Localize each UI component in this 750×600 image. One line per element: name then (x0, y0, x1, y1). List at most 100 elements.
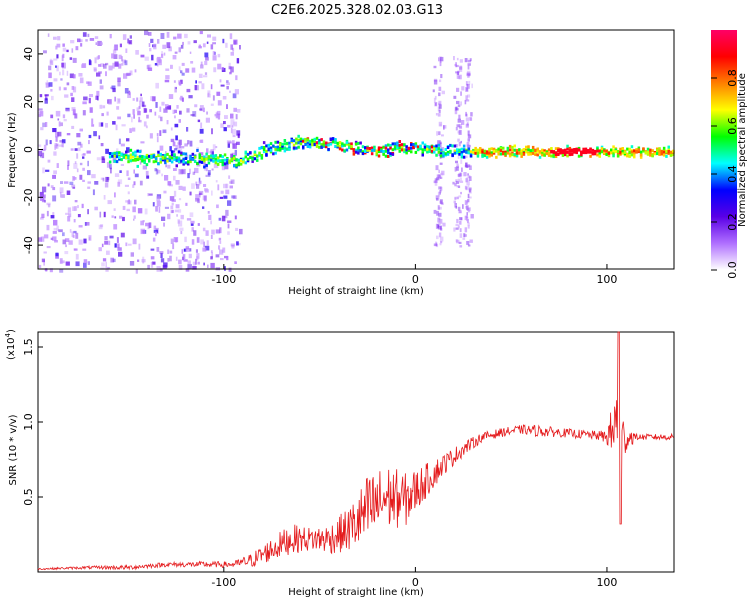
spectrogram-cell (318, 138, 321, 142)
spectrogram-cell (462, 204, 464, 209)
spectrogram-cell (122, 216, 125, 222)
spectrogram-cell (198, 181, 201, 186)
spectrogram-cell (336, 143, 339, 147)
spectrogram-cell (662, 150, 666, 154)
spectrogram-cell (200, 158, 204, 162)
spectrogram-cell (75, 253, 79, 260)
spectrogram-cell (458, 142, 461, 147)
spectrogram-cell (70, 92, 73, 97)
spectrogram-cell (45, 82, 49, 85)
spectrogram-cell (87, 209, 89, 215)
spectrogram-cell (221, 67, 224, 71)
spectrogram-cell (102, 105, 106, 109)
spectrogram-cell (63, 181, 69, 184)
spectrogram-cell (115, 151, 119, 155)
spectrogram-cell (65, 108, 70, 113)
spectrogram-cell (189, 191, 192, 196)
spectrogram-cell (73, 248, 77, 251)
spectrogram-cell (194, 167, 199, 174)
spectrogram-cell (364, 150, 367, 153)
spectrogram-cell (109, 164, 112, 170)
spectrogram-cell (341, 142, 344, 146)
spectrogram-cell (465, 87, 469, 92)
spectrogram-cell (455, 227, 459, 230)
spectrogram-cell (141, 155, 144, 159)
spectrogram-cell (52, 174, 56, 179)
spectrogram-cell (72, 206, 76, 211)
spectrogram-cell (543, 153, 546, 157)
spectrogram-cell (227, 231, 230, 235)
spectrogram-cell (656, 152, 659, 156)
spectrogram-cell (449, 149, 452, 153)
spectrogram-cell (111, 152, 114, 156)
spectrogram-cell (170, 210, 174, 214)
spectrogram-cell (389, 152, 392, 156)
spectrogram-cell (534, 149, 537, 153)
spectrogram-cell (464, 99, 467, 105)
spectrogram-cell (352, 152, 356, 156)
spectrogram-cell (69, 229, 72, 233)
spectrogram-cell (230, 44, 233, 50)
spectrogram-cell (564, 153, 567, 157)
spectrogram-cell (163, 130, 166, 133)
spectrogram-cell (437, 217, 441, 223)
spectrogram-cell (113, 159, 116, 163)
spectrogram-cell (458, 124, 462, 129)
spectrogram-cell (235, 141, 240, 145)
spectrogram-cell (109, 34, 112, 39)
spectrogram-xtick-label: 100 (596, 273, 617, 286)
spectrogram-cell (393, 142, 397, 146)
spectrogram-cell (479, 150, 482, 154)
spectrogram-cell (433, 145, 436, 149)
spectrogram-cell (41, 213, 45, 218)
spectrogram-cell (69, 57, 73, 60)
spectrogram-cell (178, 119, 181, 123)
spectrogram-cell (436, 210, 439, 216)
spectrogram-cell (511, 145, 514, 149)
spectrogram-cell (207, 90, 211, 95)
spectrogram-cell (467, 59, 472, 63)
spectrogram-cell (292, 139, 296, 143)
spectrogram-cell (47, 204, 51, 208)
spectrogram-cell (226, 86, 229, 90)
spectrogram-cell (231, 140, 235, 145)
spectrogram-cell (196, 162, 199, 166)
spectrogram-cell (366, 148, 369, 152)
spectrogram-cell (125, 242, 128, 247)
spectrogram-cell (235, 158, 238, 162)
spectrogram-cell (82, 179, 85, 182)
spectrogram-cell (145, 125, 148, 129)
spectrogram-cell (64, 238, 70, 242)
snr-line (37, 331, 674, 571)
spectrogram-cell (233, 163, 236, 167)
spectrogram-cell (436, 235, 439, 240)
spectrogram-cell (229, 71, 232, 75)
spectrogram-cell (66, 49, 69, 53)
spectrogram-cell (265, 153, 268, 157)
spectrogram-cell (458, 114, 461, 120)
spectrogram-cell (102, 177, 105, 182)
spectrogram-cell (651, 153, 654, 157)
spectrogram-cell (439, 79, 442, 83)
spectrogram-cell (161, 101, 165, 106)
spectrogram-cell (165, 68, 170, 71)
spectrogram-cell (173, 36, 177, 40)
spectrogram-cell (232, 195, 237, 199)
spectrogram-cell (52, 187, 56, 191)
spectrogram-cell (433, 243, 438, 247)
spectrogram-cell (311, 143, 314, 147)
spectrogram-cell (63, 119, 67, 122)
colorbar-gradient (711, 30, 737, 270)
spectrogram-cell (207, 170, 211, 175)
spectrogram-cell (132, 109, 135, 115)
spectrogram-cell (217, 63, 222, 70)
spectrogram-cell (464, 234, 467, 237)
spectrogram-cell (200, 139, 204, 143)
spectrogram-cell (88, 97, 91, 104)
spectrogram-cell (616, 152, 620, 156)
spectrogram-cell (547, 148, 551, 152)
spectrogram-cell (172, 141, 176, 147)
spectrogram-cell (460, 191, 462, 195)
spectrogram-cell (195, 249, 198, 253)
spectrogram-cell (566, 144, 569, 148)
